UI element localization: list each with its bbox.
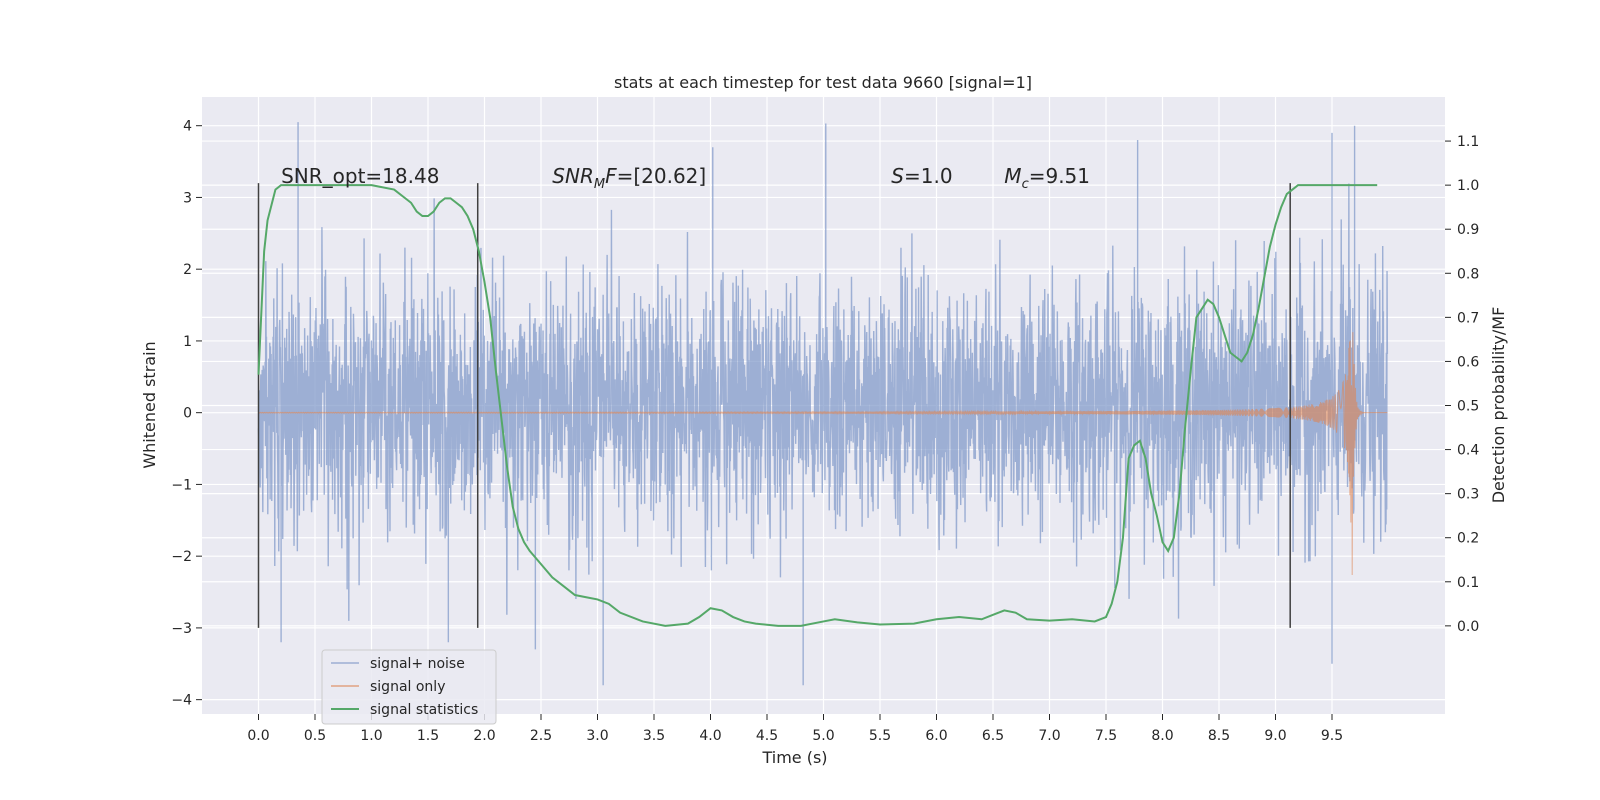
x-tick-label: 8.5 [1208, 728, 1230, 744]
y2-tick-label: 0.2 [1457, 531, 1479, 547]
annotation-snr-mf: SNRMF=[20.62] [552, 164, 706, 192]
annotation-s: S=1.0 [891, 164, 952, 188]
x-tick-label: 4.0 [699, 728, 721, 744]
y-tick-label: −4 [171, 693, 192, 709]
x-tick-label: 2.0 [473, 728, 495, 744]
legend: signal+ noise signal only signal statist… [321, 649, 497, 725]
x-tick-label: 4.5 [756, 728, 778, 744]
x-ticks: 0.0 0.5 1.0 1.5 2.0 2.5 3.0 3.5 4.0 4.5 5.0 5.5 6.0 6… [247, 714, 1343, 744]
y-tick-label: 4 [183, 119, 192, 135]
legend-label-signal-only: signal only [370, 679, 445, 695]
x-tick-label: 0.5 [304, 728, 326, 744]
y-tick-label: −1 [171, 477, 192, 493]
signal-noise-line [257, 122, 1389, 686]
signal-only-line [258, 332, 1388, 575]
y2-tick-label: 0.1 [1457, 575, 1479, 591]
y2-tick-label: 0.5 [1457, 399, 1479, 415]
vertical-markers [257, 183, 1291, 628]
y2-tick-label: 0.4 [1457, 443, 1479, 459]
y2-tick-label: 1.0 [1457, 178, 1479, 194]
x-tick-label: 7.5 [1095, 728, 1117, 744]
x-tick-label: 0.0 [247, 728, 269, 744]
y-tick-label: 2 [183, 262, 192, 278]
x-tick-label: 8.0 [1151, 728, 1173, 744]
annotation-mc: Mc=9.51 [1004, 164, 1090, 192]
y2-tick-label: 0.0 [1457, 619, 1479, 635]
annotation-snr-opt: SNR_opt=18.48 [281, 164, 439, 188]
x-axis-label: Time (s) [761, 748, 827, 767]
y2-tick-label: 0.8 [1457, 266, 1479, 282]
legend-label-signal-noise: signal+ noise [370, 656, 465, 672]
y2-tick-label: 0.3 [1457, 487, 1479, 503]
y2-axis-label: Detection probability/MF [1489, 307, 1508, 504]
y2-tick-label: 0.7 [1457, 310, 1479, 326]
y-tick-label: −2 [171, 549, 192, 565]
x-tick-label: 6.5 [982, 728, 1004, 744]
x-tick-label: 9.0 [1264, 728, 1286, 744]
y2-tick-label: 1.1 [1457, 134, 1479, 150]
legend-box [321, 649, 497, 725]
y-tick-label: −3 [171, 621, 192, 637]
y2-tick-label: 0.6 [1457, 354, 1479, 370]
x-tick-label: 3.0 [586, 728, 608, 744]
y-tick-label: 1 [183, 334, 192, 350]
x-tick-label: 7.0 [1038, 728, 1060, 744]
y-tick-label: 0 [183, 406, 192, 422]
signal-statistics-line [257, 184, 1378, 627]
y-ticks: −4 −3 −2 −1 0 1 2 3 4 [171, 119, 202, 709]
y2-tick-label: 0.9 [1457, 222, 1479, 238]
y-tick-label: 3 [183, 190, 192, 206]
x-tick-label: 3.5 [643, 728, 665, 744]
x-tick-label: 5.5 [869, 728, 891, 744]
y2-ticks: 0.0 0.1 0.2 0.3 0.4 0.5 0.6 0.7 0.8 0.9 1.0 1.1 [1445, 134, 1479, 635]
x-tick-label: 9.5 [1321, 728, 1343, 744]
x-tick-label: 5.0 [812, 728, 834, 744]
x-tick-label: 2.5 [530, 728, 552, 744]
y-axis-label: Whitened strain [140, 341, 159, 468]
x-tick-label: 6.0 [925, 728, 947, 744]
chart-title: stats at each timestep for test data 966… [614, 73, 1032, 92]
x-tick-label: 1.0 [360, 728, 382, 744]
x-tick-label: 1.5 [417, 728, 439, 744]
legend-label-signal-statistics: signal statistics [370, 702, 478, 718]
